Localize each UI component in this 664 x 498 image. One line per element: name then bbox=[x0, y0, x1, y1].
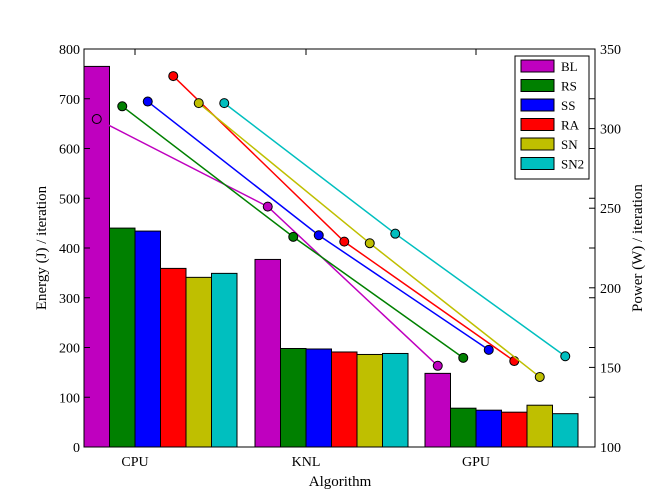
y-tick-label: 100 bbox=[59, 391, 80, 406]
y2-tick-label: 150 bbox=[600, 361, 621, 376]
x-tick-label: KNL bbox=[292, 455, 321, 470]
bar-ss-gpu bbox=[475, 409, 502, 448]
legend-swatch-bl bbox=[520, 59, 555, 73]
bar-ss-knl bbox=[305, 348, 332, 448]
power-point-bl-gpu bbox=[432, 360, 443, 371]
lines-layer bbox=[91, 71, 571, 382]
x-tick-label: GPU bbox=[462, 455, 490, 470]
bar-ra-cpu bbox=[160, 267, 187, 448]
power-point-bl-cpu bbox=[91, 114, 102, 125]
y-tick-label: 400 bbox=[59, 242, 80, 257]
y2-tick-label: 350 bbox=[600, 43, 621, 58]
power-point-bl-knl bbox=[262, 201, 273, 212]
legend-swatch-ss bbox=[520, 98, 555, 112]
legend-label-sn: SN bbox=[561, 137, 578, 152]
power-point-ra-cpu bbox=[168, 71, 179, 82]
x-tick-label: CPU bbox=[121, 455, 148, 470]
bar-rs-knl bbox=[280, 347, 307, 448]
bar-sn2-knl bbox=[382, 352, 409, 448]
power-point-ss-knl bbox=[313, 230, 324, 241]
y-tick-label: 200 bbox=[59, 342, 80, 357]
bar-rs-cpu bbox=[109, 227, 136, 448]
power-point-rs-gpu bbox=[458, 352, 469, 363]
legend-label-ss: SS bbox=[561, 98, 575, 113]
legend-label-rs: RS bbox=[561, 79, 577, 94]
power-point-ss-cpu bbox=[142, 96, 153, 107]
y-tick-label: 600 bbox=[59, 143, 80, 158]
bar-bl-cpu bbox=[83, 65, 110, 448]
y2-tick-label: 250 bbox=[600, 202, 621, 217]
bar-sn2-gpu bbox=[552, 413, 579, 448]
y2-tick-label: 100 bbox=[600, 441, 621, 456]
bar-bl-gpu bbox=[424, 372, 451, 448]
power-point-rs-cpu bbox=[117, 101, 128, 112]
legend-swatch-ra bbox=[520, 118, 555, 131]
y-tick-label: 700 bbox=[59, 93, 80, 108]
power-point-rs-knl bbox=[288, 231, 299, 242]
power-point-sn-gpu bbox=[534, 371, 545, 382]
power-point-ss-gpu bbox=[483, 344, 494, 355]
y-tick-label: 300 bbox=[59, 292, 80, 307]
bars-layer bbox=[83, 65, 579, 448]
power-point-ra-knl bbox=[339, 236, 350, 247]
power-point-sn-knl bbox=[364, 238, 375, 249]
legend: BL RS SS RA SN SN2 bbox=[514, 55, 590, 180]
y-tick-label: 500 bbox=[59, 192, 80, 207]
legend-label-ra: RA bbox=[561, 118, 580, 133]
power-point-sn2-knl bbox=[390, 228, 401, 239]
y-tick-label: 800 bbox=[59, 43, 80, 58]
bar-sn-gpu bbox=[526, 404, 553, 448]
power-point-sn2-gpu bbox=[560, 351, 571, 362]
bar-bl-knl bbox=[254, 258, 281, 448]
y-axis-label: Energy (J) / iteration bbox=[34, 185, 50, 310]
power-point-sn2-cpu bbox=[219, 98, 230, 109]
bar-sn-knl bbox=[356, 353, 383, 448]
y2-tick-label: 300 bbox=[600, 123, 621, 138]
x-axis-label: Algorithm bbox=[309, 474, 372, 490]
legend-swatch-sn2 bbox=[520, 157, 555, 170]
y2-axis-label: Power (W) / iteration bbox=[630, 184, 646, 312]
ticks-layer: 0 100 200 300 400 500 600 700 800 100 150 200 250 300… bbox=[59, 43, 621, 470]
bar-ss-cpu bbox=[134, 230, 161, 448]
bar-rs-gpu bbox=[450, 407, 477, 448]
bar-sn-cpu bbox=[185, 276, 212, 448]
y2-tick-label: 200 bbox=[600, 282, 621, 297]
legend-label-sn2: SN2 bbox=[561, 157, 584, 172]
power-point-sn-cpu bbox=[193, 98, 204, 109]
bar-ra-knl bbox=[331, 351, 358, 448]
y-tick-label: 0 bbox=[73, 441, 80, 456]
bar-sn2-cpu bbox=[211, 272, 238, 448]
legend-swatch-sn bbox=[520, 137, 555, 151]
legend-label-bl: BL bbox=[561, 59, 578, 74]
legend-swatch-rs bbox=[520, 79, 555, 92]
bar-ra-gpu bbox=[501, 411, 528, 448]
power-point-ra-gpu bbox=[509, 356, 520, 367]
